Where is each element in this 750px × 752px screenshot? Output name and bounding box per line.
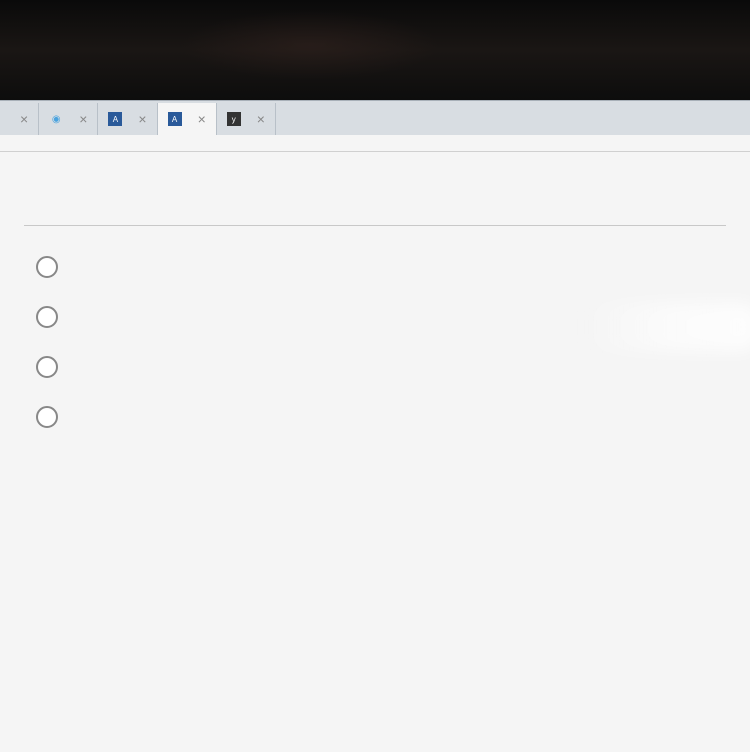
msn-icon: y xyxy=(227,112,241,126)
tab-disney[interactable]: ◉ × xyxy=(39,103,98,135)
monitor-bezel xyxy=(0,0,750,100)
radio-icon xyxy=(36,406,58,428)
apex-icon: A xyxy=(168,112,182,126)
close-icon[interactable]: × xyxy=(198,111,206,127)
apex-icon: A xyxy=(108,112,122,126)
triangle-svg xyxy=(162,256,442,516)
screen-reflection xyxy=(180,10,440,80)
address-bar[interactable] xyxy=(0,135,750,152)
close-icon[interactable]: × xyxy=(20,111,28,127)
radio-icon xyxy=(36,306,58,328)
answer-options xyxy=(24,256,72,428)
radio-icon xyxy=(36,356,58,378)
divider xyxy=(24,225,726,226)
option-c[interactable] xyxy=(36,356,72,378)
close-icon[interactable]: × xyxy=(138,111,146,127)
option-d[interactable] xyxy=(36,406,72,428)
triangle-figure xyxy=(162,256,442,516)
page-content xyxy=(0,152,750,752)
tab-apex-1[interactable]: A × xyxy=(98,103,157,135)
tab-authenticate[interactable]: × xyxy=(0,103,39,135)
disney-icon: ◉ xyxy=(49,112,63,126)
close-icon[interactable]: × xyxy=(257,111,265,127)
option-b[interactable] xyxy=(36,306,72,328)
browser-chrome: × ◉ × A × A × y × xyxy=(0,100,750,152)
tab-apex-2-active[interactable]: A × xyxy=(158,103,217,135)
question-body xyxy=(24,256,726,516)
option-a[interactable] xyxy=(36,256,72,278)
tab-bar: × ◉ × A × A × y × xyxy=(0,101,750,135)
tab-msn[interactable]: y × xyxy=(217,103,276,135)
close-icon[interactable]: × xyxy=(79,111,87,127)
radio-icon xyxy=(36,256,58,278)
